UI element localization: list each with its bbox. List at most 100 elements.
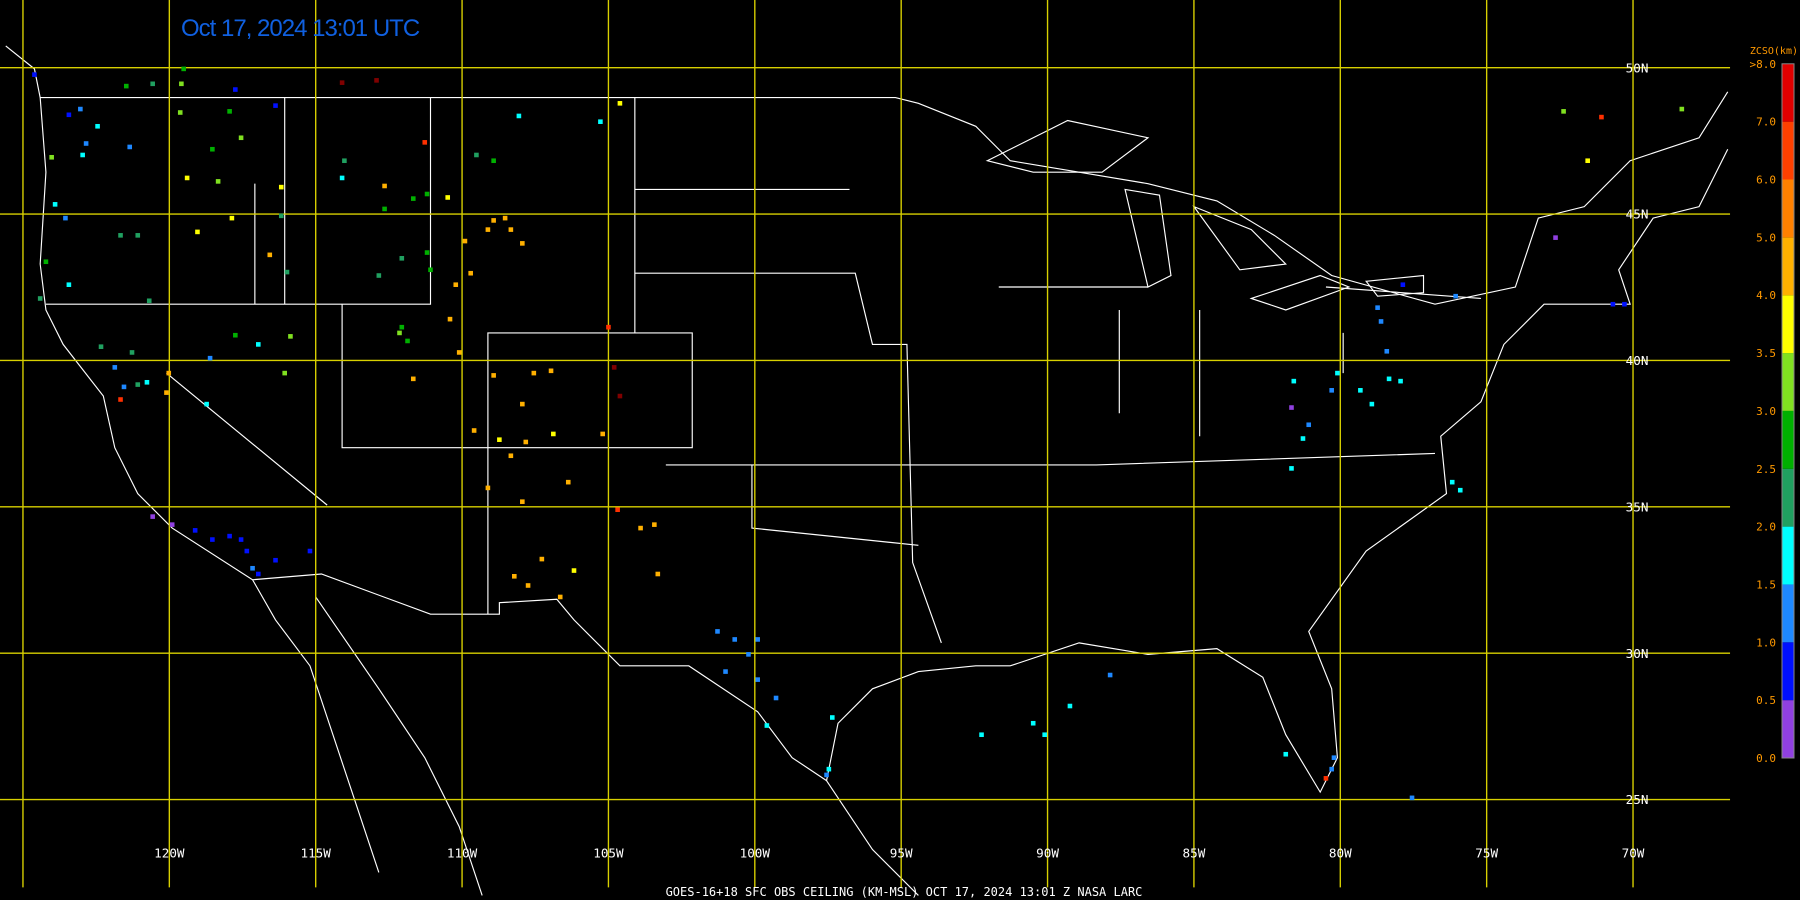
station-obs [1400, 282, 1406, 287]
legend-swatch [1782, 468, 1794, 527]
station-obs [979, 732, 984, 738]
station-obs [129, 350, 135, 355]
station-obs [181, 66, 186, 72]
station-obs [617, 101, 623, 106]
station-obs [551, 431, 556, 437]
map-title: Oct 17, 2024 13:01 UTC [181, 15, 420, 42]
station-obs [98, 344, 104, 349]
station-obs [1679, 106, 1685, 112]
legend-swatch [1782, 700, 1794, 758]
borders [40, 91, 1729, 644]
station-obs [233, 87, 238, 92]
station-obs [227, 533, 232, 539]
station-obs [732, 637, 738, 642]
station-obs [497, 437, 502, 442]
legend-frame [1781, 63, 1795, 759]
lon-label: 95W [890, 846, 913, 861]
station-obs [773, 695, 779, 701]
station-obs [1622, 301, 1627, 307]
lon-label: 110W [447, 846, 478, 861]
station-obs [282, 370, 287, 376]
station-obs [1369, 401, 1375, 407]
station-obs [95, 123, 100, 129]
station-obs [516, 113, 522, 119]
station-obs [150, 514, 155, 519]
station-obs [1331, 755, 1337, 760]
station-obs [342, 158, 347, 164]
station-obs [399, 256, 405, 261]
station-obs [83, 141, 89, 146]
great-lakes [985, 119, 1425, 311]
station-obs [491, 218, 496, 223]
legend-label: 4.0 [1756, 289, 1776, 302]
station-obs [382, 206, 387, 212]
legend: 0.0 0.5 1.0 1.5 2.0 2.5 3.0 3.5 4.0 5.0 6.0 7.0 >8.0 [1750, 58, 1795, 765]
station-obs [135, 382, 141, 387]
legend-label: 3.5 [1756, 347, 1776, 360]
station-obs [37, 296, 43, 301]
station-obs [548, 368, 554, 374]
station-obs [164, 390, 169, 395]
station-obs [485, 485, 491, 491]
station-obs [135, 233, 141, 238]
station-obs [1378, 319, 1384, 324]
station-obs [1329, 388, 1334, 393]
lat-label: 45N [1626, 207, 1649, 222]
station-obs [405, 338, 410, 344]
station-obs [238, 537, 244, 542]
station-obs [127, 144, 133, 150]
legend-swatch [1782, 584, 1794, 643]
station-obs [284, 269, 290, 275]
station-obs [195, 229, 200, 235]
station-obs [229, 215, 235, 221]
station-obs [491, 373, 496, 378]
station-obs [520, 241, 525, 246]
station-obs [169, 522, 175, 527]
station-obs [121, 384, 127, 390]
lon-label: 70W [1622, 846, 1645, 861]
station-obs [256, 571, 261, 577]
legend-swatch [1782, 237, 1794, 296]
legend-label: >8.0 [1750, 58, 1777, 71]
lat-label: 30N [1626, 646, 1649, 661]
lon-label: 105W [593, 846, 624, 861]
legend-swatch [1782, 179, 1794, 238]
geography [5, 45, 1729, 896]
station-obs [508, 453, 514, 459]
station-obs [1358, 388, 1363, 393]
station-obs [123, 83, 129, 89]
footer-caption: GOES-16+18 SFC OBS CEILING (KM-MSL) OCT … [666, 885, 1143, 899]
station-obs [565, 479, 571, 485]
station-obs [456, 350, 462, 355]
legend-swatch [1782, 353, 1794, 411]
station-obs [830, 715, 835, 720]
station-obs [424, 250, 430, 255]
station-obs [1449, 479, 1455, 485]
lat-label: 50N [1626, 60, 1649, 75]
station-obs [520, 499, 525, 504]
station-obs [523, 439, 529, 445]
station-obs [32, 72, 37, 77]
station-obs [78, 106, 83, 112]
station-obs [288, 334, 293, 339]
station-obs [1561, 109, 1566, 114]
lon-label: 115W [301, 846, 332, 861]
station-obs [382, 183, 387, 189]
station-obs [179, 81, 184, 87]
station-obs [615, 507, 620, 513]
station-obs [1107, 672, 1113, 678]
station-obs [445, 195, 451, 200]
station-obs [1323, 776, 1329, 781]
graticule-labels: 120W 115W 110W 105W 100W 95W 90W 85W 80W 75W 70W 50… [154, 60, 1648, 860]
station-obs [571, 568, 577, 573]
station-obs [1384, 348, 1390, 354]
station-obs [1335, 370, 1340, 376]
station-obs [204, 401, 209, 407]
station-obs [43, 259, 49, 265]
lon-label: 80W [1329, 846, 1352, 861]
station-obs [557, 594, 563, 600]
station-obs [512, 574, 517, 579]
station-obs [520, 401, 525, 407]
station-obs [177, 110, 183, 115]
